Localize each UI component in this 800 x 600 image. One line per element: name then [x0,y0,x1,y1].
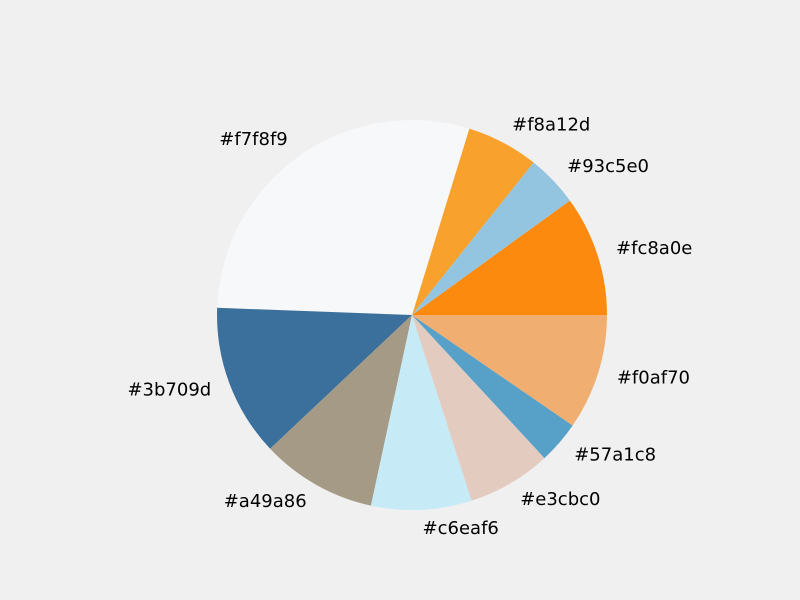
pie-slice [412,315,573,459]
pie-slice [370,315,472,510]
pie-slice [412,128,534,315]
pie-slice [412,200,607,315]
pie-slice-label: #f0af70 [617,368,690,389]
pie-slice [270,315,412,506]
pie-labels: #fc8a0e #93c5e0 #f8a12d #f7f8f9 #3b709d #a49a… [127,114,692,539]
pie-slice-label: #fc8a0e [616,238,692,259]
pie-slice [217,120,470,316]
pie-slice-label: #f7f8f9 [219,129,287,150]
pie-slice-label: #e3cbc0 [520,489,600,510]
pie-slice-label: #c6eaf6 [423,518,499,539]
pie-slice-label: #3b709d [127,379,211,400]
pie-slice [412,162,570,315]
pie-slice-label: #57a1c8 [574,444,656,465]
pie-slice-label: #f8a12d [512,114,590,135]
pie-slices [217,120,607,510]
pie-slice [217,307,412,449]
pie-slice-label: #93c5e0 [567,156,649,177]
pie-slice-label: #a49a86 [224,491,307,512]
pie-slice [412,315,607,426]
pie-slice [412,315,545,501]
